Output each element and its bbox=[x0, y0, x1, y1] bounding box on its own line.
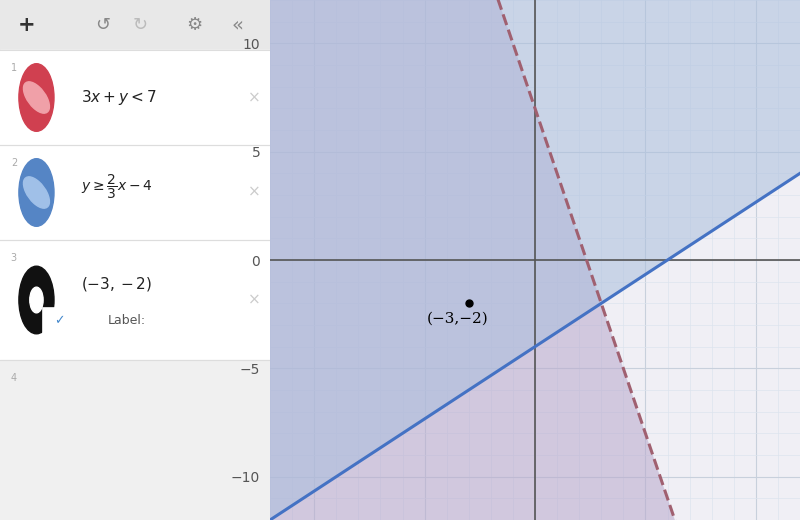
Text: ⚙: ⚙ bbox=[186, 16, 202, 34]
Bar bbox=[0, 0, 270, 50]
Ellipse shape bbox=[23, 82, 50, 113]
Bar bbox=[0, 145, 270, 240]
Text: ↻: ↻ bbox=[133, 16, 148, 34]
Bar bbox=[0, 50, 270, 145]
Text: ×: × bbox=[247, 185, 260, 200]
Bar bbox=[43, 308, 76, 334]
Text: ×: × bbox=[247, 292, 260, 307]
Circle shape bbox=[19, 266, 54, 334]
Bar bbox=[0, 360, 270, 520]
Circle shape bbox=[19, 159, 54, 226]
Circle shape bbox=[30, 287, 43, 313]
Text: ↺: ↺ bbox=[95, 16, 110, 34]
Text: 3: 3 bbox=[11, 253, 17, 263]
Text: «: « bbox=[232, 16, 243, 34]
Circle shape bbox=[19, 63, 54, 131]
Text: $(-3,-2)$: $(-3,-2)$ bbox=[81, 276, 152, 293]
Text: +: + bbox=[18, 15, 36, 35]
Bar bbox=[0, 240, 270, 360]
Text: Label:: Label: bbox=[108, 314, 146, 327]
Text: ✓: ✓ bbox=[54, 314, 65, 327]
Text: $y \geq \dfrac{2}{3}x - 4$: $y \geq \dfrac{2}{3}x - 4$ bbox=[81, 173, 153, 201]
Text: 4: 4 bbox=[11, 373, 17, 383]
Text: $3x + y < 7$: $3x + y < 7$ bbox=[81, 88, 157, 107]
Text: 2: 2 bbox=[11, 158, 17, 168]
Ellipse shape bbox=[23, 177, 50, 208]
Text: 1: 1 bbox=[11, 63, 17, 73]
Text: ×: × bbox=[247, 90, 260, 105]
Text: (−3,−2): (−3,−2) bbox=[427, 312, 489, 326]
